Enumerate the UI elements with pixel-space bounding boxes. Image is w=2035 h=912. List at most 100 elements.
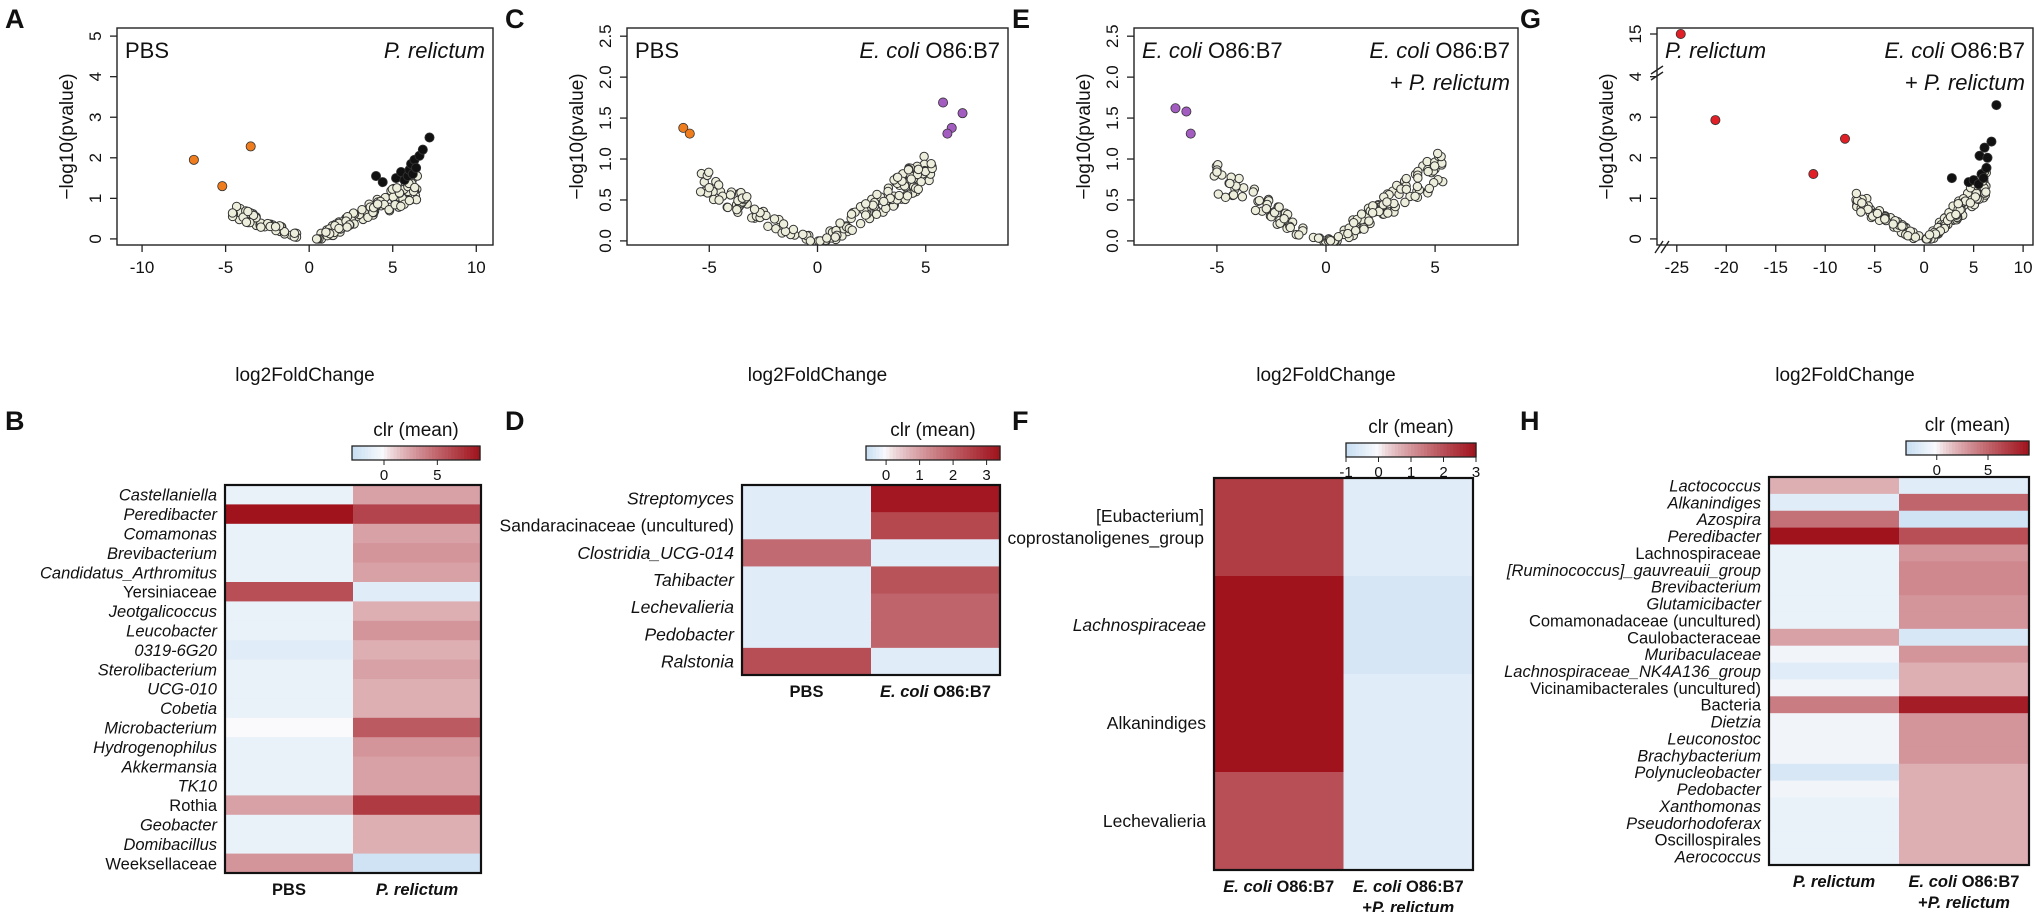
legend-swatch [909,446,914,460]
col-label: E. coli O86:B7 [1223,878,1334,896]
panel-title-left-title: PBS [635,38,679,63]
col-label-part: P. relictum [376,881,458,899]
axis-break-mark [1650,71,1664,81]
legend-swatch [1958,441,1962,455]
heatmap-frame [1212,476,1475,872]
legend-swatch [438,446,443,460]
highlight-point [377,177,388,188]
background-point [1965,198,1976,208]
heatmap-cell [225,776,354,796]
row-label: Akkermansia [121,758,217,776]
background-point [1261,203,1272,214]
legend-swatch [476,446,481,460]
legend-swatch [1927,441,1932,455]
title-part: O86:B7 [1944,38,2025,63]
row-label: Leucobacter [126,623,218,641]
row-label: Muribaculaceae [1645,646,1761,664]
legend-swatch [939,446,944,460]
legend-swatch [1933,441,1938,455]
background-point [1401,173,1411,184]
row-label: Geobacter [140,817,219,835]
heatmap-cell [225,562,354,583]
background-point [279,227,290,237]
background-point [321,227,331,237]
heatmap-cell [1769,831,1900,849]
panel-title-left-title: P. relictum [1665,38,1766,63]
heatmap-cell [353,679,482,699]
row-label: Yersiniaceae [123,584,217,602]
y-tick-label: 0.5 [596,188,615,212]
background-point [1234,173,1244,184]
heatmap-cell [1899,611,2030,630]
col-label-part: + [1362,899,1372,912]
highlight-point [217,181,228,192]
background-point [1401,184,1412,195]
y-tick-label: 2 [86,153,105,162]
heatmap-cell [1899,763,2030,782]
background-point [1212,167,1222,177]
y-tick-label: 1.0 [1103,147,1122,171]
legend-swatch [2019,441,2024,455]
legend-swatch [2013,441,2018,455]
background-point [311,234,322,244]
legend-swatch [896,446,901,460]
panel-letter-C: C [505,4,525,34]
panel-title-left-title: PBS [125,38,169,63]
col-label-part: P. relictum [1372,899,1454,912]
x-tick-label: -5 [702,258,717,277]
legend-swatch [949,446,954,460]
legend-swatch [1945,441,1950,455]
title-part: P. relictum [1665,38,1766,63]
row-label: Microbacterium [104,720,217,738]
legend-swatch [1346,443,1350,457]
title-part: P. relictum [1409,70,1510,95]
x-tick-label: -10 [130,258,155,277]
heatmap-cell [742,539,872,567]
legend-swatch [1918,441,1922,455]
y-tick-label: 4 [1626,72,1645,81]
series-1 [678,122,695,139]
title-part: + [1390,70,1409,95]
row-label: Vicinamibacterales (uncultured) [1530,680,1761,698]
background-point [1872,208,1883,219]
col-label: P. relictum [1793,873,1875,891]
legend-swatch [1982,441,1987,455]
legend-swatch [1427,443,1432,457]
background-point [871,209,882,220]
heatmap-cell [353,756,482,777]
legend-swatch [409,446,414,460]
row-label: Dietzia [1711,714,1761,732]
legend-swatch [1391,443,1396,457]
heatmap-frame [740,483,1002,677]
heatmap-cell [1769,544,1900,562]
background-point [704,183,714,193]
background-point [1856,207,1866,217]
legend-swatch [986,446,991,460]
background-point [879,196,889,207]
panel-title-right-title_2: + P. relictum [1905,70,2025,95]
legend-swatch [1443,443,1448,457]
highlight-point [1946,173,1957,184]
legend-swatch [425,446,430,460]
background-point [847,225,857,235]
legend-swatch [926,446,931,460]
background-point [1857,198,1867,208]
legend-swatch [1411,443,1415,457]
row-label: Pedobacter [1677,781,1763,799]
legend-swatch [1912,441,1916,455]
heatmap-cell [353,717,482,738]
background-point [1953,198,1963,209]
heatmap-cell [1769,730,1900,748]
heatmap-cells [1769,477,2030,866]
heatmap-cell [225,504,354,525]
legend-tick-label: 1 [915,467,923,484]
heatmap-cell [742,593,872,622]
legend-swatch [467,446,471,460]
heatmap-cell [1769,814,1900,832]
legend-swatch [1906,441,1910,455]
heatmap-cell [1769,645,1900,664]
legend-swatch [956,446,961,460]
legend-swatch [1349,443,1354,457]
heatmap-cells [1214,478,1474,871]
heatmap-cell [225,795,354,816]
